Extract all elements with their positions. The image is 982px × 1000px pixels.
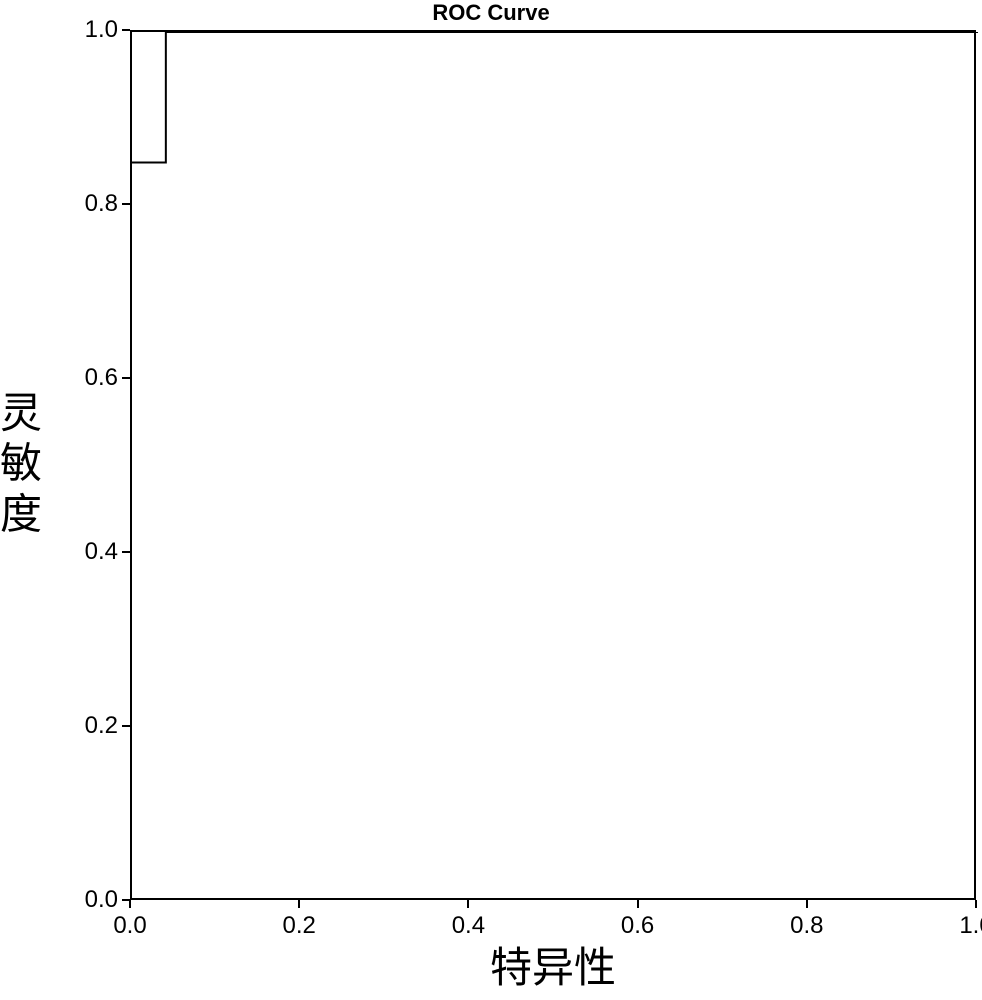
x-tick-label: 1.0 — [956, 912, 982, 940]
chart-title: ROC Curve — [432, 0, 549, 26]
x-tick-mark — [467, 900, 469, 908]
y-tick-label: 0.8 — [85, 190, 118, 218]
roc-polyline — [132, 32, 978, 163]
y-axis-label-char: 灵 — [0, 389, 42, 439]
y-tick-label: 1.0 — [85, 16, 118, 44]
roc-curve-line — [132, 32, 978, 902]
chart-container: ROC Curve 灵敏度 特异性 0.0 0.2 0.4 0.6 0.8 1.0 0.0 0… — [0, 0, 982, 1000]
y-axis-label-char: 敏 — [0, 440, 42, 490]
x-tick-label: 0.6 — [618, 912, 658, 940]
x-tick-mark — [129, 900, 131, 908]
x-tick-mark — [298, 900, 300, 908]
y-tick-label: 0.6 — [85, 364, 118, 392]
y-axis-label: 灵敏度 — [0, 389, 42, 540]
x-tick-label: 0.8 — [787, 912, 827, 940]
y-tick-mark — [122, 551, 130, 553]
y-tick-label: 0.2 — [85, 712, 118, 740]
x-tick-mark — [806, 900, 808, 908]
y-tick-mark — [122, 725, 130, 727]
plot-area — [130, 30, 976, 900]
y-tick-label: 0.0 — [85, 886, 118, 914]
y-tick-mark — [122, 377, 130, 379]
x-tick-label: 0.4 — [448, 912, 488, 940]
y-tick-mark — [122, 203, 130, 205]
x-tick-label: 0.0 — [110, 912, 150, 940]
x-tick-mark — [975, 900, 977, 908]
y-tick-label: 0.4 — [85, 538, 118, 566]
y-axis-label-char: 度 — [0, 490, 42, 540]
x-tick-label: 0.2 — [279, 912, 319, 940]
x-axis-label: 特异性 — [490, 934, 616, 995]
x-tick-mark — [637, 900, 639, 908]
y-tick-mark — [122, 29, 130, 31]
